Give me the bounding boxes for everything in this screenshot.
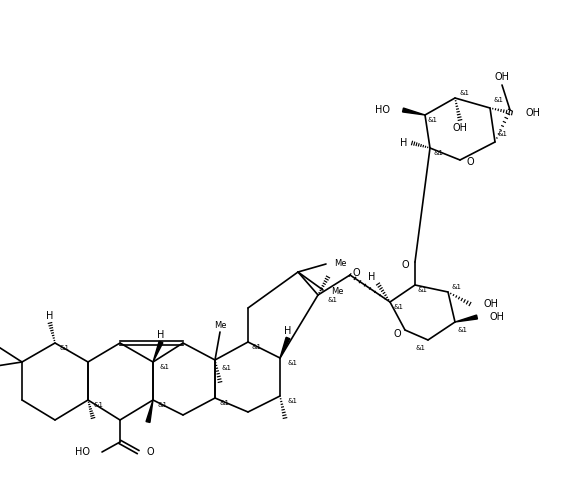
Text: O: O (393, 329, 401, 339)
Text: &1: &1 (433, 150, 443, 156)
Text: OH: OH (490, 312, 505, 322)
Text: &1: &1 (287, 360, 297, 366)
Text: &1: &1 (460, 90, 470, 96)
Text: Me: Me (214, 321, 226, 329)
Text: O: O (401, 260, 409, 270)
Text: &1: &1 (451, 284, 461, 290)
Polygon shape (280, 337, 290, 358)
Text: OH: OH (525, 108, 540, 118)
Text: HO: HO (75, 447, 90, 457)
Polygon shape (455, 315, 478, 322)
Text: OH: OH (453, 123, 467, 133)
Text: &1: &1 (498, 131, 508, 137)
Text: &1: &1 (93, 402, 103, 408)
Text: H: H (284, 326, 292, 336)
Text: H: H (400, 138, 408, 148)
Polygon shape (153, 341, 163, 362)
Text: &1: &1 (458, 327, 468, 333)
Text: Me: Me (331, 287, 343, 296)
Text: OH: OH (483, 299, 498, 309)
Text: &1: &1 (393, 304, 403, 310)
Text: &1: &1 (158, 402, 168, 408)
Text: &1: &1 (220, 400, 230, 406)
Text: &1: &1 (160, 364, 170, 370)
Polygon shape (402, 108, 425, 115)
Text: &1: &1 (428, 117, 438, 123)
Text: H: H (368, 272, 376, 282)
Polygon shape (146, 400, 153, 423)
Text: O: O (352, 268, 360, 278)
Text: OH: OH (494, 72, 510, 82)
Text: &1: &1 (418, 287, 428, 293)
Text: H: H (46, 311, 54, 321)
Text: Me: Me (334, 260, 346, 269)
Text: &1: &1 (328, 297, 338, 303)
Text: &1: &1 (287, 398, 297, 404)
Text: O: O (466, 157, 474, 167)
Text: &1: &1 (251, 344, 261, 350)
Text: &1: &1 (493, 97, 503, 103)
Text: &1: &1 (222, 365, 232, 371)
Text: HO: HO (375, 105, 390, 115)
Text: &1: &1 (415, 345, 425, 351)
Text: O: O (146, 447, 154, 457)
Text: H: H (157, 330, 164, 340)
Text: &1: &1 (60, 345, 70, 351)
